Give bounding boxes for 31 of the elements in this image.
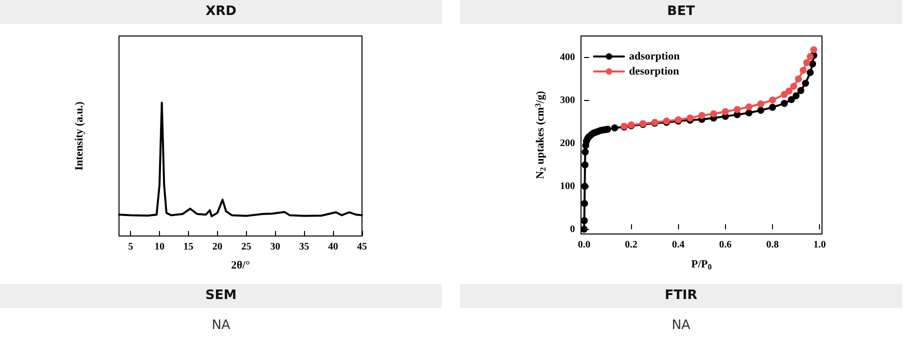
chart-title: XRD: [0, 0, 442, 24]
x-tick-label: 30: [270, 242, 280, 252]
text: NA: [210, 318, 232, 333]
x-tick-label: 45: [357, 242, 367, 252]
legend-label: desorption: [629, 66, 680, 78]
x-tick-label: 25: [241, 242, 252, 252]
x-tick-label: 0.8: [766, 240, 779, 250]
y-tick-label: 0: [570, 224, 575, 235]
text: NA: [670, 318, 692, 333]
chart-title: BET: [460, 0, 902, 24]
y-tick-label: 300: [560, 94, 575, 106]
x-tick-label: 20: [212, 242, 222, 252]
text: FTIR: [460, 284, 902, 308]
x-tick-label: 0.2: [624, 240, 638, 250]
x-tick-label: 5: [128, 242, 134, 252]
y-axis-title: Intensity (a.u.): [74, 101, 86, 170]
y-tick-label: 200: [560, 138, 575, 149]
x-tick-label: 1.0: [813, 240, 826, 250]
y-tick-label: 100: [560, 180, 575, 192]
x-tick-label: 0.0: [578, 240, 590, 250]
x-tick-label: 10: [154, 242, 164, 252]
x-tick-label: 0.6: [719, 240, 732, 250]
y-axis-title: N2 uptakes (cm3/g): [534, 90, 548, 180]
x-axis-title: 2θ/°: [231, 260, 250, 272]
text: SEM: [0, 284, 442, 308]
y-tick-label: 400: [560, 52, 575, 63]
x-tick-label: 0.4: [672, 240, 685, 250]
x-tick-label: 40: [328, 242, 338, 252]
x-tick-label: 15: [183, 242, 194, 252]
x-tick-label: 35: [299, 242, 310, 252]
legend-label: adsorption: [629, 50, 680, 62]
